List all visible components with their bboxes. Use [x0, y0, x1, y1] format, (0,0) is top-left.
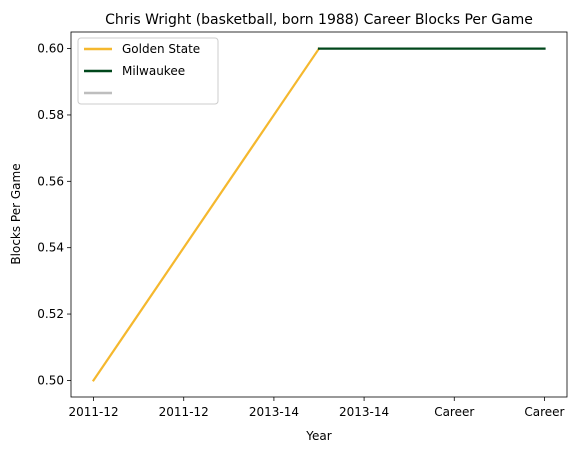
x-tick-label: 2013-14 — [339, 405, 389, 419]
series-layer — [91, 47, 546, 382]
y-tick-label: 0.56 — [37, 174, 64, 188]
chart-title: Chris Wright (basketball, born 1988) Car… — [105, 12, 533, 28]
y-tick-label: 0.50 — [37, 373, 64, 387]
plot-area: 0.500.520.540.560.580.60 2011-12 2011-12 2… — [37, 31, 568, 419]
legend: Golden State Milwaukee — [77, 37, 219, 105]
x-axis-label: Year — [305, 429, 331, 443]
legend-label: Golden State — [122, 42, 200, 56]
x-tick-label: Career — [434, 405, 474, 419]
y-tick-label: 0.52 — [37, 307, 64, 321]
plot-frame — [70, 31, 568, 398]
y-axis-label: Blocks Per Game — [9, 163, 23, 264]
legend-label: Milwaukee — [122, 64, 185, 78]
series-line-golden-state — [91, 47, 321, 382]
x-axis: 2011-12 2011-12 2013-14 2013-14 Career Career — [68, 397, 565, 419]
y-tick-label: 0.58 — [37, 108, 64, 122]
legend-box — [77, 37, 219, 105]
x-tick-label: Career — [524, 405, 564, 419]
y-tick-label: 0.60 — [37, 42, 64, 56]
x-tick-label: 2011-12 — [159, 405, 209, 419]
y-axis: 0.50 0.52 0.54 0.56 0.58 0.60 — [37, 42, 71, 387]
x-tick-label: 2011-12 — [68, 405, 118, 419]
y-tick-label: 0.54 — [37, 241, 64, 255]
x-tick-label: 2013-14 — [249, 405, 299, 419]
